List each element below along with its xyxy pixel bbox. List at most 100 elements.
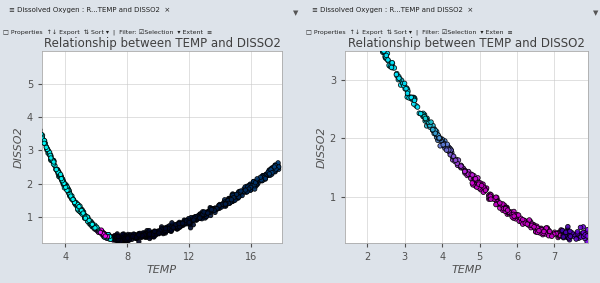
- Point: [90, 226, 100, 230]
- Point: [217, 203, 227, 207]
- Point: [442, 148, 451, 152]
- Point: [436, 138, 446, 143]
- Point: [100, 235, 110, 239]
- Point: [33, 124, 43, 129]
- Point: [418, 111, 428, 116]
- Point: [64, 190, 73, 194]
- Point: [476, 181, 485, 185]
- Point: [86, 223, 96, 228]
- Point: [453, 163, 463, 168]
- Point: [64, 190, 74, 194]
- Point: [144, 230, 154, 235]
- Point: [505, 211, 514, 216]
- Point: [426, 120, 436, 125]
- Point: [142, 231, 151, 235]
- Point: [98, 231, 107, 235]
- Point: [221, 202, 231, 207]
- X-axis label: TEMP: TEMP: [451, 265, 482, 275]
- Point: [148, 232, 157, 236]
- Point: [553, 231, 563, 236]
- Point: [91, 225, 101, 229]
- Point: [149, 235, 159, 239]
- Point: [268, 166, 278, 171]
- Point: [224, 198, 233, 202]
- Point: [378, 49, 388, 53]
- Point: [58, 177, 68, 182]
- Point: [456, 166, 466, 170]
- Point: [139, 232, 149, 237]
- Point: [535, 231, 545, 235]
- Point: [86, 221, 95, 226]
- Point: [440, 146, 450, 151]
- Point: [388, 61, 397, 66]
- Point: [163, 228, 173, 233]
- Point: [180, 221, 190, 225]
- Point: [228, 197, 238, 201]
- Point: [204, 209, 214, 214]
- Point: [105, 234, 115, 239]
- Point: [104, 232, 113, 237]
- Point: [430, 127, 439, 131]
- Point: [239, 186, 249, 191]
- Point: [129, 233, 139, 237]
- Point: [132, 235, 142, 239]
- Point: [500, 206, 510, 211]
- Point: [227, 193, 237, 197]
- Point: [188, 217, 197, 222]
- Point: [425, 122, 435, 126]
- Point: [164, 224, 174, 228]
- Point: [157, 225, 166, 229]
- Point: [110, 234, 120, 238]
- Point: [233, 193, 243, 198]
- Point: [57, 177, 67, 181]
- Point: [476, 186, 486, 190]
- Point: [142, 235, 151, 239]
- Point: [74, 207, 83, 211]
- Point: [49, 162, 58, 166]
- Point: [103, 236, 113, 240]
- Point: [158, 231, 168, 236]
- Point: [269, 167, 279, 171]
- Point: [32, 121, 41, 125]
- Point: [409, 98, 419, 103]
- Point: [208, 208, 217, 212]
- Point: [79, 211, 88, 215]
- Point: [100, 231, 109, 236]
- Point: [224, 196, 233, 201]
- Point: [122, 237, 131, 241]
- Point: [56, 172, 65, 177]
- Point: [145, 236, 155, 241]
- Point: [526, 219, 535, 224]
- Point: [443, 145, 452, 150]
- Point: [218, 202, 227, 207]
- Point: [193, 214, 202, 219]
- Point: [474, 182, 484, 186]
- Point: [170, 223, 179, 228]
- Point: [484, 194, 494, 199]
- Point: [221, 201, 230, 206]
- Point: [400, 87, 410, 91]
- Point: [180, 219, 190, 224]
- Point: [178, 223, 188, 228]
- Point: [176, 222, 186, 227]
- Point: [161, 228, 170, 233]
- Point: [101, 234, 110, 239]
- Point: [543, 230, 553, 234]
- Point: [192, 217, 202, 222]
- Point: [118, 237, 127, 241]
- Point: [141, 231, 151, 236]
- Point: [62, 185, 72, 189]
- Point: [74, 206, 83, 211]
- Point: [228, 192, 238, 196]
- Point: [538, 231, 548, 236]
- Point: [95, 230, 105, 235]
- Point: [44, 150, 53, 155]
- Point: [197, 215, 206, 220]
- Point: [478, 188, 488, 192]
- Point: [268, 166, 277, 170]
- Point: [570, 232, 580, 237]
- Point: [243, 186, 253, 191]
- Point: [203, 211, 212, 215]
- Point: [32, 123, 41, 127]
- Point: [104, 233, 114, 238]
